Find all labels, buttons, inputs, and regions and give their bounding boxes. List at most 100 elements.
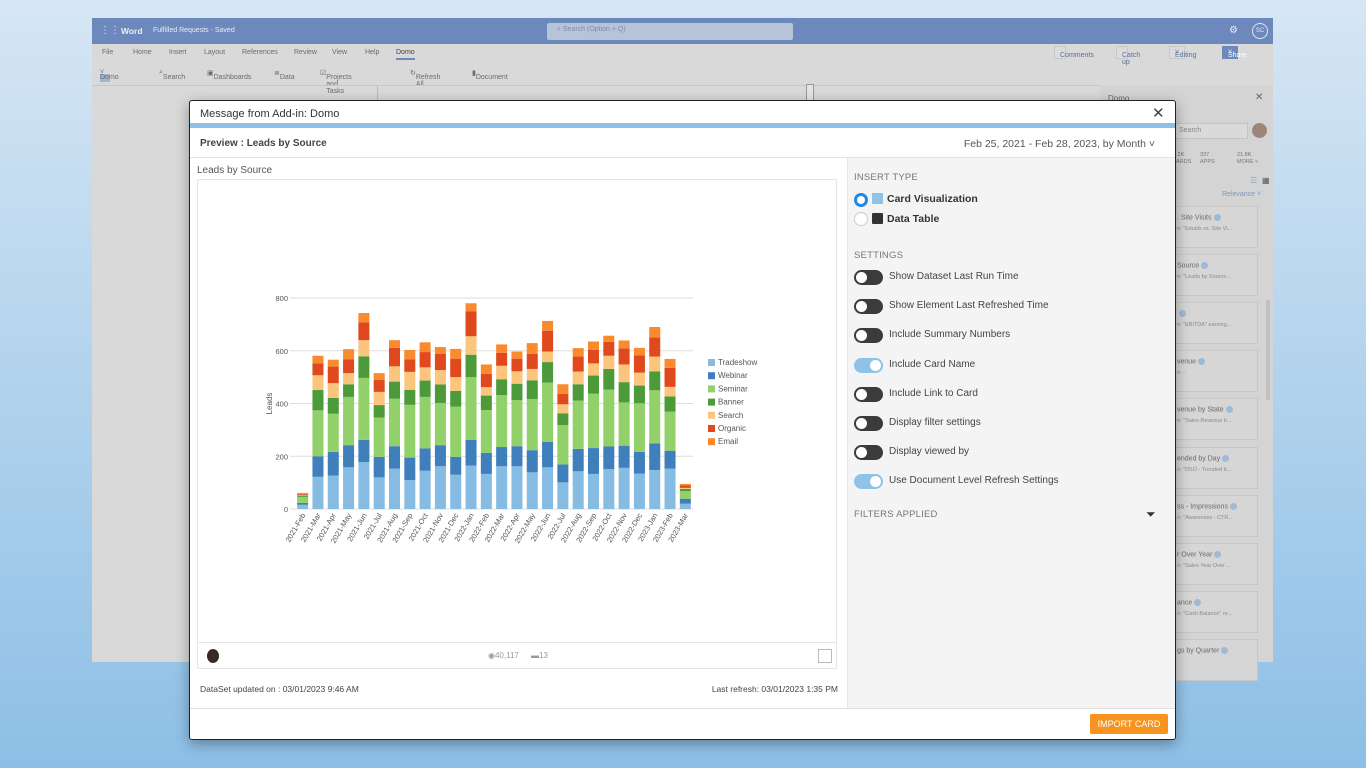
sort-dropdown[interactable]: Relevance ˅ [1222,191,1262,198]
bar-segment-tradeshow [572,471,584,509]
owner-avatar[interactable] [207,649,219,663]
ribbon-domo[interactable]: Domo ˅ [100,69,119,82]
app-name: Word [121,26,143,36]
ribbon-document[interactable]: ▮ Document [472,70,508,81]
ribbon-data[interactable]: ≣ Data [274,70,295,81]
table-view-icon[interactable] [818,649,832,663]
bar-segment-email [450,348,462,359]
legend-label: Email [718,437,738,446]
toggle-switch[interactable] [854,416,883,431]
comments-count[interactable]: ▬13 [531,651,548,660]
bar-segment-tradeshow [664,468,676,509]
grid-view-icon[interactable]: ▦ [1262,176,1270,185]
sidebar-card-title [1177,310,1186,317]
tab-layout[interactable]: Layout [204,49,226,56]
tab-domo[interactable]: Domo [396,49,415,60]
toggle-switch[interactable] [854,474,883,490]
last-refresh: Last refresh: 03/01/2023 1:35 PM [711,684,838,694]
bar-segment-tradeshow [343,467,355,509]
bar-segment-email [327,359,339,367]
sidebar-avatar[interactable] [1252,123,1267,138]
tab-insert[interactable]: Insert [169,49,187,56]
y-tick-label: 400 [275,400,288,409]
bar-segment-email [572,348,584,357]
y-tick-label: 600 [275,347,288,356]
sidebar-card[interactable] [1166,639,1258,681]
user-avatar[interactable]: SC [1252,23,1268,39]
editing-button[interactable]: Editing ˅ [1169,46,1196,59]
catch-up-button[interactable]: Catch up [1116,46,1140,66]
radio-card-visualization[interactable] [854,193,868,207]
comments-button[interactable]: Comments [1054,46,1094,59]
legend-swatch [708,438,715,446]
toggle-switch[interactable] [854,299,883,315]
tab-review[interactable]: Review [294,49,317,56]
toggle-switch[interactable] [854,357,883,373]
sidebar-card[interactable] [1166,591,1258,633]
toggle-switch[interactable] [854,445,883,461]
sidebar-card[interactable] [1166,206,1258,248]
app-launcher-icon[interactable]: ⋮⋮ [100,25,120,36]
bar-segment-seminar [343,396,355,446]
tab-help[interactable]: Help [365,49,380,56]
toggle-switch[interactable] [854,270,883,285]
document-name[interactable]: Fulfilled Requests - Saved [153,27,235,34]
stat-apps[interactable]: 337 APPS [1200,152,1215,165]
bar-segment-tradeshow [373,477,385,509]
settings-gear-icon[interactable]: ⚙ [1229,25,1238,36]
sidebar-card[interactable] [1166,495,1258,537]
sidebar-card[interactable] [1166,254,1258,296]
bar-segment-banner [603,368,615,390]
ribbon-dashboards[interactable]: ▣ Dashboards [207,70,252,81]
bar-segment-banner [312,390,324,411]
certified-icon [1194,599,1202,606]
bar-segment-banner [480,395,492,411]
bar-segment-email [664,358,676,368]
bar-segment-seminar [327,413,339,453]
share-button[interactable]: Share ˅ [1222,46,1247,59]
date-range-dropdown[interactable]: Feb 25, 2021 - Feb 28, 2023, by Month ˅ [963,138,1155,150]
stat-more[interactable]: 21.8K MORE ˅ [1237,152,1259,165]
list-view-icon[interactable]: ☰ [1250,176,1258,185]
toggle-switch[interactable] [854,386,883,402]
card-visualization-label[interactable]: Card Visualization [887,193,978,205]
bar-segment-seminar [542,382,554,443]
tab-view[interactable]: View [332,49,348,56]
tab-home[interactable]: Home [133,49,152,56]
sidebar-card[interactable] [1166,447,1258,489]
sidebar-card[interactable] [1166,302,1258,344]
sidebar-card-subtitle: n: "EBITDA" earning... [1177,322,1232,328]
data-table-label[interactable]: Data Table [887,213,940,225]
import-card-button[interactable]: IMPORT CARD [1090,714,1168,734]
bar-segment-organic [450,358,462,378]
sidebar-search-input[interactable]: Search [1170,123,1248,139]
add-filter-icon[interactable]: ⏷ [1146,507,1156,521]
toggle-switch[interactable] [854,328,883,344]
sidebar-card[interactable] [1166,350,1258,392]
tab-file[interactable]: File [102,49,114,56]
close-icon[interactable]: ✕ [1152,105,1165,122]
bar-segment-tradeshow [388,468,401,509]
bar-segment-seminar [526,399,538,451]
bar-segment-organic [526,353,538,369]
bar-segment-seminar [388,398,401,447]
tab-references[interactable]: References [242,49,278,56]
ribbon-search[interactable]: ⌕ Search [159,69,186,81]
editing-label: Editing [1175,52,1197,59]
sidebar-scrollbar[interactable] [1266,300,1270,400]
ribbon-refresh-all[interactable]: ↻ Refresh All [410,70,441,88]
stat-cards[interactable]: .2K ARDS [1176,152,1192,165]
word-search-input[interactable]: ⌕ Search (Option + Q) [547,23,793,40]
bar-segment-search [480,387,492,396]
sidebar-card[interactable] [1166,543,1258,585]
sidebar-card[interactable] [1166,398,1258,440]
radio-data-table[interactable] [854,212,868,226]
bar-segment-search [603,355,615,369]
domo-ribbon: Domo ˅ ⌕ Search ▣ Dashboards ≣ Data ☑ Pr… [92,64,1273,95]
dialog-accent-strip [190,123,1175,128]
bar-segment-seminar [633,403,645,452]
toggle-label: Show Element Last Refreshed Time [889,300,1049,312]
ribbon-projects-and-tasks[interactable]: ☑ Projects and Tasks [320,70,352,95]
sidebar-close-icon[interactable]: ✕ [1255,92,1264,103]
dialog-footer: IMPORT CARD [190,708,1175,739]
